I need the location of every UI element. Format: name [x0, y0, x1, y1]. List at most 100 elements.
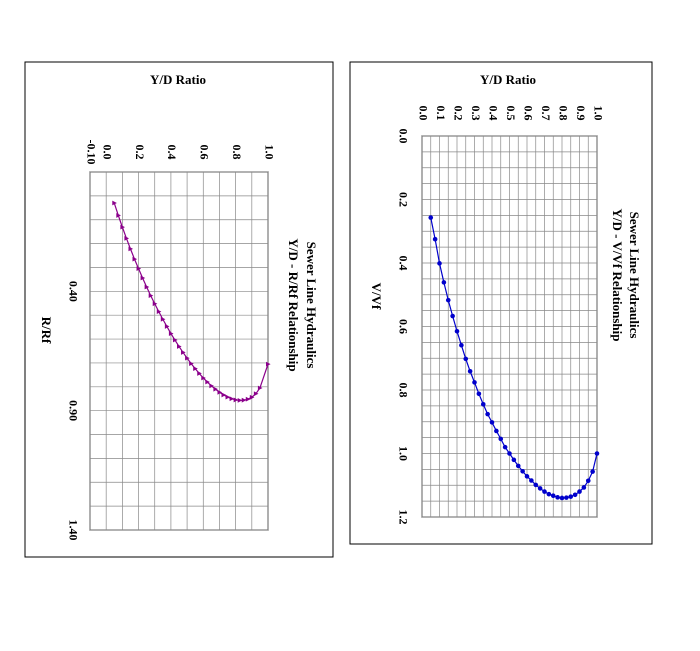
- chart-rr-x-axis-title: Y/D Ratio: [150, 72, 206, 87]
- chart-rr-data-point: [140, 275, 146, 281]
- chart-rr-frame: [24, 61, 334, 558]
- chart-vv-data-point: [494, 428, 499, 434]
- chart-vv-data-point: [564, 495, 569, 500]
- chart-vv-x-tick-label: 0.8: [556, 106, 570, 121]
- chart-vv-data-point: [524, 474, 530, 479]
- chart-vv-frame: [349, 61, 653, 545]
- chart-rr-y-tick-label: 0.40: [66, 281, 80, 302]
- chart-vv-x-tick-label: 0.3: [469, 106, 483, 121]
- chart-rr-data-point: [148, 293, 154, 299]
- chart-rr-data-point: [209, 383, 214, 389]
- chart-rr-data-point: [257, 385, 263, 391]
- chart-vv-y-tick-label: 0.2: [396, 192, 410, 207]
- chart-rr-data-point: [253, 391, 259, 397]
- chart-rr-y-tick-label: 0.90: [66, 400, 80, 421]
- chart-vv-data-point: [454, 328, 460, 334]
- chart-vv-data-point: [533, 482, 539, 488]
- chart-vv-x-axis-title: Y/D Ratio: [480, 72, 536, 87]
- chart-vv-data-point: [467, 368, 473, 374]
- chart-vv-x-tick-label: 0.7: [539, 106, 553, 121]
- chart-rr-data-point: [225, 394, 231, 400]
- chart-rr-relationship: -0.10 0.0 0.2 0.4 0.6 0.8 1.0 0.40 0.90 1.40 Y/D R…: [24, 61, 334, 558]
- chart-vv-data-point: [572, 492, 578, 498]
- chart-vv-data-point: [559, 495, 565, 501]
- chart-vv-data-point: [472, 380, 477, 385]
- chart-rr-data-point: [201, 375, 206, 381]
- chart-rr-x-tick-label: 0.0: [100, 145, 114, 160]
- chart-rr-data-point: [160, 316, 166, 322]
- chart-rr-data-point: [181, 350, 186, 355]
- chart-vv-data-point: [480, 401, 486, 407]
- chart-vv-y-tick-label: 0.4: [396, 256, 410, 271]
- chart-rr-data-point: [136, 266, 142, 272]
- chart-vv-data-point: [432, 236, 438, 242]
- chart-rr-data-point: [229, 396, 235, 402]
- chart-vv-data-point: [520, 468, 525, 474]
- chart-rr-data-point: [172, 337, 178, 343]
- chart-rr-x-tick-label: 0.6: [198, 145, 212, 160]
- chart-rr-data-point: [156, 309, 162, 315]
- chart-vv-data-point: [428, 215, 434, 220]
- chart-rr-data-point: [144, 284, 150, 290]
- chart-rr-data-point: [249, 394, 255, 400]
- chart-vv-y-tick-label: 0.0: [396, 129, 410, 144]
- chart-rr-data-point: [116, 213, 121, 218]
- chart-rr-data-point: [217, 389, 223, 395]
- chart-vv-data-point: [511, 457, 517, 463]
- chart-rr-data-point: [205, 379, 210, 385]
- chart-vv-x-tick-label: 0.4: [486, 106, 500, 121]
- chart-vv-data-point: [537, 486, 543, 491]
- chart-vv-data-point: [568, 494, 574, 499]
- chart-rr-x-tick-label: 0.2: [133, 145, 147, 160]
- chart-rr-data-point: [213, 386, 219, 392]
- chart-vv-data-point: [507, 451, 512, 456]
- chart-rr-title: Sewer Line Hydraulics: [304, 242, 319, 369]
- chart-vv-data-point: [585, 478, 591, 484]
- chart-rr-y-axis-title: R/Rf: [39, 317, 54, 344]
- chart-rr-data-point: [266, 361, 271, 367]
- chart-vv-data-point: [445, 297, 451, 303]
- chart-vv-data-point: [577, 489, 582, 494]
- chart-vv-relationship: 0.0 0.1 0.2 0.3 0.4 0.5 0.6 0.7 0.8 0.9 1.00.00.20…: [349, 61, 653, 545]
- chart-vv-data-point: [498, 436, 504, 442]
- chart-rr-subtitle: Y/D - R/Rf Relationship: [286, 238, 301, 371]
- chart-rr-data-point: [193, 366, 198, 372]
- chart-vv-data-point: [485, 411, 490, 417]
- chart-vv-data-point: [594, 451, 600, 456]
- chart-vv-data-point: [550, 493, 556, 499]
- chart-rr-data-point: [168, 331, 174, 336]
- chart-rr-data-point: [237, 398, 243, 403]
- chart-rr-data-point: [245, 396, 251, 402]
- chart-vv-data-point: [489, 420, 495, 425]
- chart-vv-x-tick-label: 0.9: [574, 106, 588, 121]
- chart-rr-data-point: [132, 256, 138, 262]
- chart-vv-data-point: [463, 356, 469, 362]
- chart-vv-x-tick-label: 0.6: [521, 106, 535, 121]
- chart-rr-data-point: [241, 397, 247, 403]
- chart-vv-x-tick-label: 0.2: [451, 106, 465, 121]
- chart-vv-data-point: [476, 391, 482, 397]
- chart-vv-y-tick-label: 1.2: [396, 510, 410, 525]
- chart-rr-x-tick-label: 0.4: [165, 145, 179, 160]
- chart-vv-data-point: [459, 342, 464, 348]
- chart-rr-data-point: [197, 371, 202, 376]
- chart-vv-subtitle: Y/D - V/Vf Relationship: [610, 208, 625, 341]
- chart-vv-y-tick-label: 0.6: [396, 319, 410, 334]
- chart-rr-data-point: [233, 397, 239, 403]
- chart-vv-x-tick-label: 0.1: [434, 106, 448, 121]
- chart-rr-data-point: [112, 200, 117, 206]
- chart-rr-plot-area: [89, 171, 269, 531]
- chart-rr-data-point: [124, 235, 130, 241]
- chart-vv-x-tick-label: 0.0: [416, 106, 430, 121]
- chart-vv-data-point: [542, 489, 547, 494]
- chart-vv-data-point: [581, 485, 587, 490]
- chart-rr-x-tick-label: 1.0: [262, 145, 276, 160]
- chart-rr-data-point: [221, 392, 227, 398]
- chart-vv-data-point: [546, 491, 552, 497]
- chart-vv-data-point: [441, 280, 447, 285]
- chart-rr-data-point: [152, 301, 158, 307]
- chart-vv-x-tick-label: 0.5: [504, 106, 518, 121]
- chart-rr-data-point: [164, 324, 170, 329]
- chart-rr-x-tick-label: -0.10: [84, 140, 98, 165]
- chart-vv-data-point: [555, 495, 560, 500]
